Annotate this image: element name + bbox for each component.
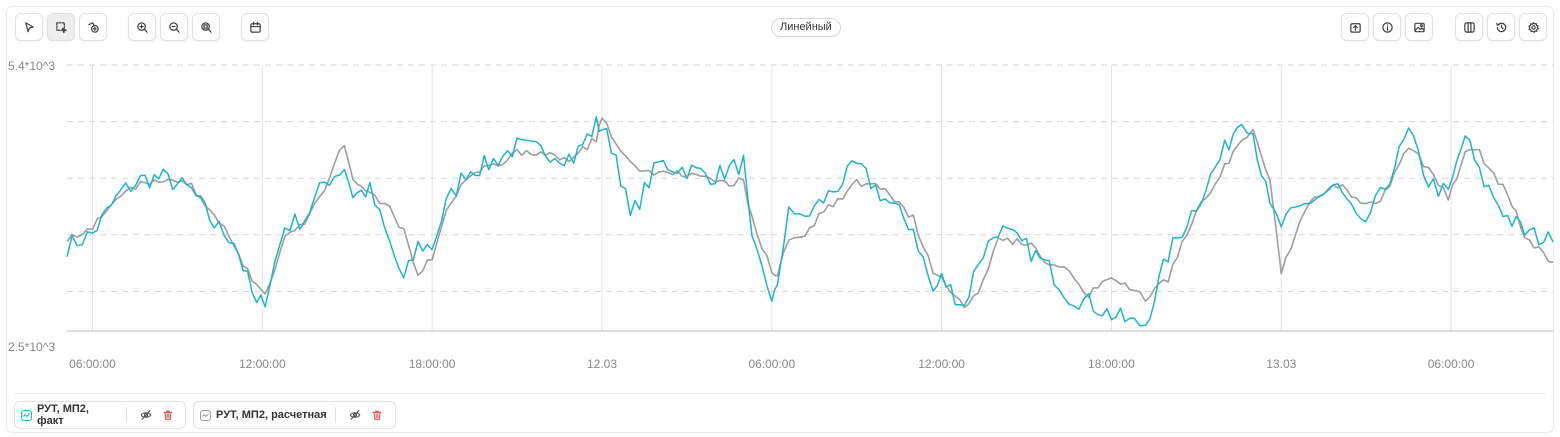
x-tick-label: 06:00:00 xyxy=(1428,357,1475,371)
legend-separator xyxy=(126,407,128,423)
picture-icon xyxy=(1413,22,1425,32)
image-button[interactable] xyxy=(1405,13,1433,41)
export-image-button[interactable] xyxy=(1341,13,1369,41)
x-tick-label: 12:00:00 xyxy=(918,357,965,371)
line-series-icon xyxy=(21,409,32,421)
legend-label: РУТ, МП2, факт xyxy=(36,403,89,427)
zoom-reset-button[interactable] xyxy=(192,13,220,41)
history-icon xyxy=(1495,22,1506,32)
hide-series-button[interactable] xyxy=(348,408,362,422)
trash-icon xyxy=(372,410,382,420)
x-tick-label: 06:00:00 xyxy=(69,357,116,371)
x-tick-label: 18:00:00 xyxy=(1088,357,1135,371)
x-tick-label: 12.03 xyxy=(587,357,617,371)
date-range-button[interactable] xyxy=(241,13,269,41)
legend-label: РУТ, МП2, расчетная xyxy=(216,409,327,421)
area-select-tool-button[interactable] xyxy=(47,13,75,41)
legend-item-calculated: РУТ, МП2, расчетная xyxy=(193,401,396,429)
zoom-reset-icon xyxy=(200,21,212,33)
trash-icon xyxy=(163,410,173,420)
series-line-calculated[interactable] xyxy=(66,117,1554,309)
legend-divider xyxy=(14,393,1546,394)
x-tick-label: 13.03 xyxy=(1266,357,1296,371)
zoom-out-icon xyxy=(168,21,180,33)
line-series-icon xyxy=(200,409,211,421)
settings-button[interactable] xyxy=(1519,13,1547,41)
history-button[interactable] xyxy=(1487,13,1515,41)
y-axis-min-label: 2.5*10^3 xyxy=(8,340,56,354)
delete-series-button[interactable] xyxy=(370,408,384,422)
hand-cursor-icon xyxy=(87,21,99,33)
split-view-button[interactable] xyxy=(1455,13,1483,41)
eye-off-icon xyxy=(349,410,360,420)
y-axis-max-label: 5.4*10^3 xyxy=(8,59,56,73)
legend-separator xyxy=(334,407,336,423)
pointer-tool-button[interactable] xyxy=(15,13,43,41)
columns-icon xyxy=(1463,21,1475,33)
calendar-icon xyxy=(249,21,261,33)
chart-mode-toggle[interactable]: Линейный xyxy=(771,18,841,37)
x-tick-label: 12:00:00 xyxy=(239,357,286,371)
info-icon xyxy=(1381,21,1393,33)
gear-icon xyxy=(1527,21,1539,33)
legend-item-fact: РУТ, МП2, факт xyxy=(14,401,186,429)
selection-area-icon xyxy=(55,21,67,33)
series-line-fact[interactable] xyxy=(66,116,1554,327)
zoom-in-button[interactable] xyxy=(128,13,156,41)
hide-series-button[interactable] xyxy=(139,408,153,422)
info-button[interactable] xyxy=(1373,13,1401,41)
x-tick-label: 18:00:00 xyxy=(409,357,456,371)
eye-off-icon xyxy=(140,410,152,420)
x-tick-label: 06:00:00 xyxy=(748,357,795,371)
image-export-icon xyxy=(1349,22,1361,33)
zoom-in-icon xyxy=(136,21,148,33)
delete-series-button[interactable] xyxy=(161,408,175,422)
chart-panel xyxy=(6,6,1554,433)
cursor-icon xyxy=(24,21,34,32)
pan-tool-button[interactable] xyxy=(79,13,107,41)
zoom-out-button[interactable] xyxy=(160,13,188,41)
